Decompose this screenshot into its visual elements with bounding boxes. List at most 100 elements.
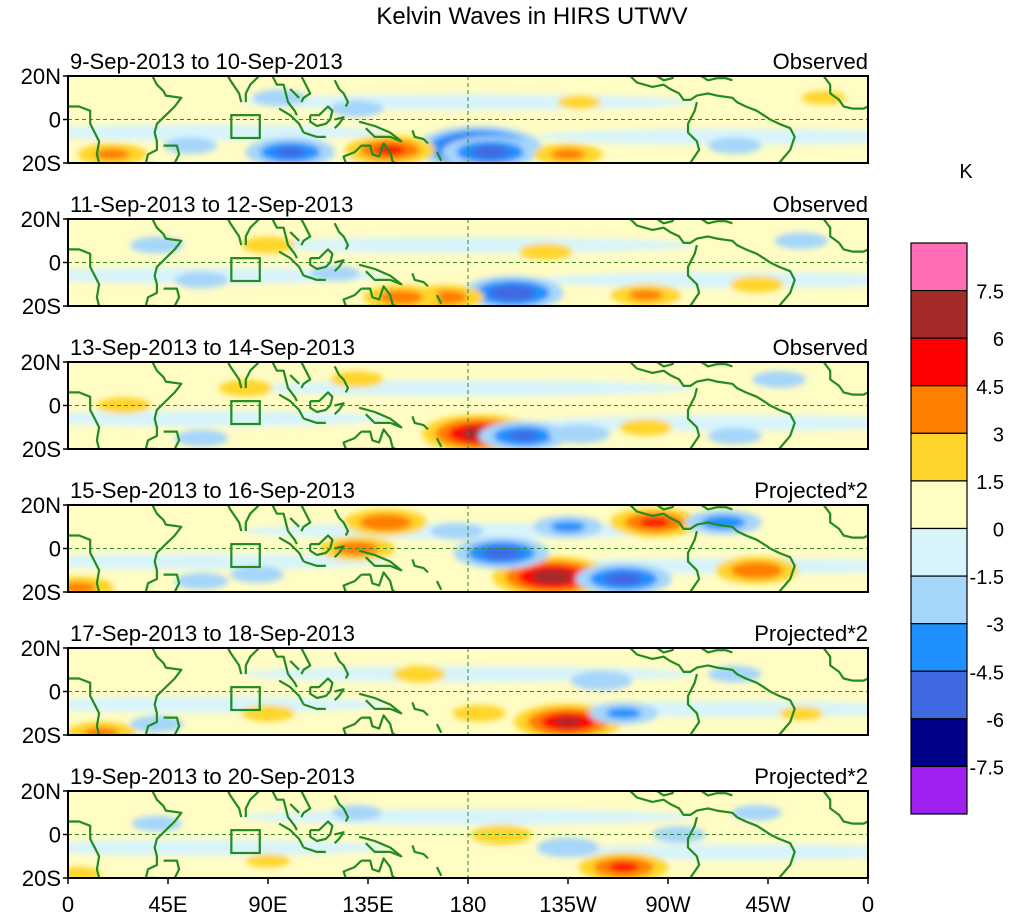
coastline bbox=[358, 549, 403, 572]
coastline bbox=[289, 803, 300, 814]
anomaly-band bbox=[534, 414, 868, 431]
anomaly-blob bbox=[230, 566, 284, 583]
coastline bbox=[289, 374, 300, 385]
coastline bbox=[333, 688, 345, 701]
panel-date-label: 9-Sep-2013 to 10-Sep-2013 bbox=[70, 49, 343, 74]
coastline bbox=[361, 714, 396, 735]
contour-level bbox=[245, 853, 291, 868]
contour-level bbox=[95, 148, 130, 160]
anomaly-blob bbox=[578, 852, 669, 878]
coastline bbox=[333, 831, 345, 844]
coastline bbox=[163, 430, 181, 449]
colorbar-swatch bbox=[910, 480, 968, 530]
coastline bbox=[700, 76, 733, 82]
anomaly-blob bbox=[731, 805, 782, 821]
y-tick-label: 20S bbox=[22, 723, 61, 748]
anomaly-blob bbox=[548, 424, 610, 444]
coastline bbox=[822, 362, 868, 396]
contour-level bbox=[392, 665, 446, 683]
coastline bbox=[271, 791, 298, 831]
coastline bbox=[435, 580, 443, 591]
y-tick-label: 20N bbox=[21, 350, 61, 375]
coastline bbox=[822, 219, 868, 253]
y-tick-label: 20S bbox=[22, 151, 61, 176]
coastline bbox=[303, 560, 326, 567]
coastline bbox=[303, 417, 326, 424]
y-tick-label: 20N bbox=[21, 207, 61, 232]
coastline bbox=[822, 648, 868, 682]
coastline bbox=[333, 259, 345, 272]
contour-level bbox=[531, 569, 574, 585]
coastline bbox=[300, 76, 312, 103]
coastline bbox=[656, 505, 675, 511]
maldives-box bbox=[230, 543, 261, 569]
contour-level bbox=[130, 236, 184, 254]
y-tick-label: 20N bbox=[21, 493, 61, 518]
coastline bbox=[656, 791, 675, 797]
contour-level bbox=[550, 148, 586, 160]
maldives-box bbox=[230, 257, 261, 283]
coastline bbox=[411, 559, 429, 574]
coastline bbox=[435, 294, 443, 305]
coastline bbox=[629, 648, 796, 735]
anomaly-blob bbox=[245, 853, 291, 868]
coastline bbox=[629, 219, 796, 306]
contour-level bbox=[331, 805, 382, 821]
anomaly-field bbox=[68, 791, 868, 878]
contour-level bbox=[731, 805, 782, 821]
anomaly-blob bbox=[452, 704, 506, 722]
anomaly-blob bbox=[707, 137, 762, 154]
panel-5: 17-Sep-2013 to 18-Sep-2013 Projected*2 20N… bbox=[21, 621, 869, 748]
colorbar-tick-label: -4.5 bbox=[970, 662, 1004, 684]
coastline bbox=[303, 274, 326, 281]
anomaly-blob bbox=[77, 143, 148, 163]
contour-level bbox=[779, 706, 824, 721]
coastline bbox=[686, 387, 701, 449]
anomaly-band bbox=[68, 696, 388, 713]
anomaly-field bbox=[68, 362, 868, 449]
contour-level bbox=[707, 427, 762, 445]
maldives-box bbox=[230, 400, 261, 426]
anomaly-blob bbox=[68, 721, 136, 735]
coastline bbox=[303, 131, 326, 138]
anomaly-blob bbox=[174, 429, 229, 447]
coastline bbox=[361, 142, 396, 163]
coastline bbox=[271, 648, 298, 688]
coastline bbox=[686, 530, 701, 592]
colorbar-tick-label: 3 bbox=[993, 424, 1004, 446]
coastline bbox=[700, 791, 733, 797]
coastline bbox=[629, 362, 796, 449]
contour-level bbox=[628, 289, 664, 301]
coastline bbox=[361, 285, 396, 306]
x-tick-label: 45W bbox=[745, 892, 790, 917]
coastline bbox=[303, 703, 326, 710]
coastline bbox=[163, 573, 181, 592]
coastline bbox=[289, 660, 300, 671]
coastline bbox=[244, 219, 260, 246]
coastline bbox=[358, 835, 403, 858]
coastline bbox=[227, 505, 243, 532]
anomaly-blob bbox=[430, 522, 484, 540]
x-tick-label: 90W bbox=[645, 892, 690, 917]
coastline bbox=[342, 144, 397, 163]
coastline bbox=[700, 648, 733, 654]
anomaly-blob bbox=[442, 136, 539, 163]
coastline bbox=[244, 648, 260, 675]
y-tick-label: 0 bbox=[49, 251, 61, 276]
anomaly-blob bbox=[801, 90, 846, 105]
coastline bbox=[68, 820, 101, 878]
coastline bbox=[227, 648, 243, 675]
coastline bbox=[333, 222, 350, 250]
maldives-box bbox=[230, 829, 261, 855]
contour-level bbox=[639, 517, 670, 528]
y-tick-label: 0 bbox=[49, 823, 61, 848]
contour-level bbox=[96, 397, 151, 414]
contour-level bbox=[309, 265, 360, 282]
maldives-box bbox=[230, 686, 261, 712]
coastline bbox=[68, 677, 101, 735]
coastline bbox=[411, 702, 429, 717]
x-tick-label: 45E bbox=[148, 892, 187, 917]
colorbar-swatch bbox=[910, 289, 968, 339]
contour-level bbox=[174, 572, 229, 590]
coastline bbox=[68, 105, 101, 163]
